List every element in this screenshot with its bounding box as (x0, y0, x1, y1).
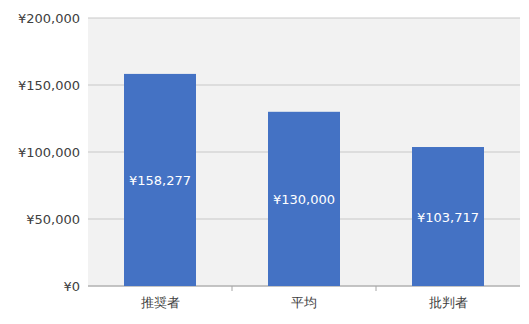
y-tick-label: ¥100,000 (18, 145, 80, 160)
x-tick-label: 批判者 (429, 295, 468, 310)
data-label: ¥158,277 (129, 173, 191, 188)
x-tick-label: 平均 (291, 295, 317, 310)
bar (412, 147, 484, 286)
grid-line (88, 18, 520, 19)
y-tick-label: ¥0 (63, 279, 80, 294)
category-separator (376, 286, 377, 291)
data-label: ¥103,717 (417, 210, 479, 225)
y-tick-label: ¥150,000 (18, 78, 80, 93)
bars (124, 74, 484, 286)
chart: ¥0 ¥50,000 ¥100,000 ¥150,000 ¥200,000 ¥158,27… (0, 0, 529, 324)
x-tick-label: 推奨者 (141, 295, 180, 310)
data-label: ¥130,000 (273, 192, 335, 207)
y-tick-label: ¥50,000 (26, 212, 80, 227)
plot-area (88, 18, 520, 286)
y-tick-label: ¥200,000 (18, 11, 80, 26)
category-separator (232, 286, 233, 291)
bar (124, 74, 196, 286)
bar (268, 112, 340, 286)
